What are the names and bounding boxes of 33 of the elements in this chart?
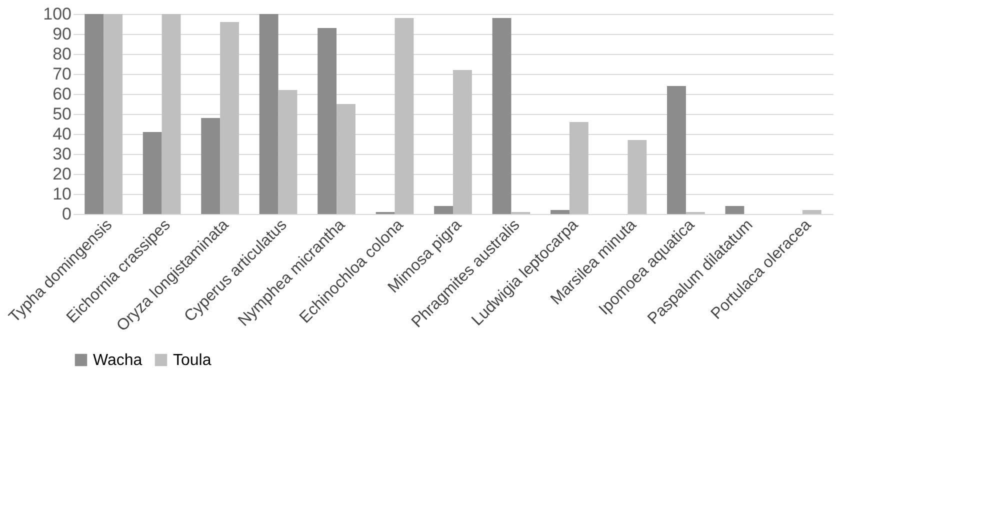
bar (220, 22, 239, 214)
bar (453, 70, 472, 214)
bar (201, 118, 220, 214)
bar (569, 122, 588, 214)
y-tick-label: 80 (52, 44, 72, 64)
bar (104, 14, 122, 214)
y-tick-label: 20 (52, 164, 72, 184)
y-tick-label: 90 (52, 24, 72, 44)
bar (318, 28, 337, 214)
bar (550, 210, 570, 214)
bar (278, 90, 298, 214)
y-tick-label: 60 (52, 84, 72, 104)
legend-label: Toula (173, 352, 212, 369)
y-tick-label: 10 (52, 184, 72, 204)
bar (628, 140, 647, 214)
y-tick-label: 100 (43, 4, 72, 24)
bar (84, 14, 104, 214)
bar (802, 210, 822, 214)
bar (667, 86, 686, 214)
y-tick-label: 30 (52, 144, 72, 164)
bar (725, 206, 744, 214)
y-tick-label: 0 (62, 204, 72, 224)
bar (142, 132, 162, 214)
y-tick-label: 50 (52, 104, 72, 124)
y-tick-label: 40 (52, 124, 72, 144)
bar (259, 14, 278, 214)
bar (394, 18, 414, 214)
y-tick-label: 70 (52, 64, 72, 84)
legend-label: Wacha (93, 352, 142, 369)
bar (492, 18, 512, 214)
bar (434, 206, 453, 214)
bar (336, 104, 356, 214)
bar (162, 14, 181, 214)
